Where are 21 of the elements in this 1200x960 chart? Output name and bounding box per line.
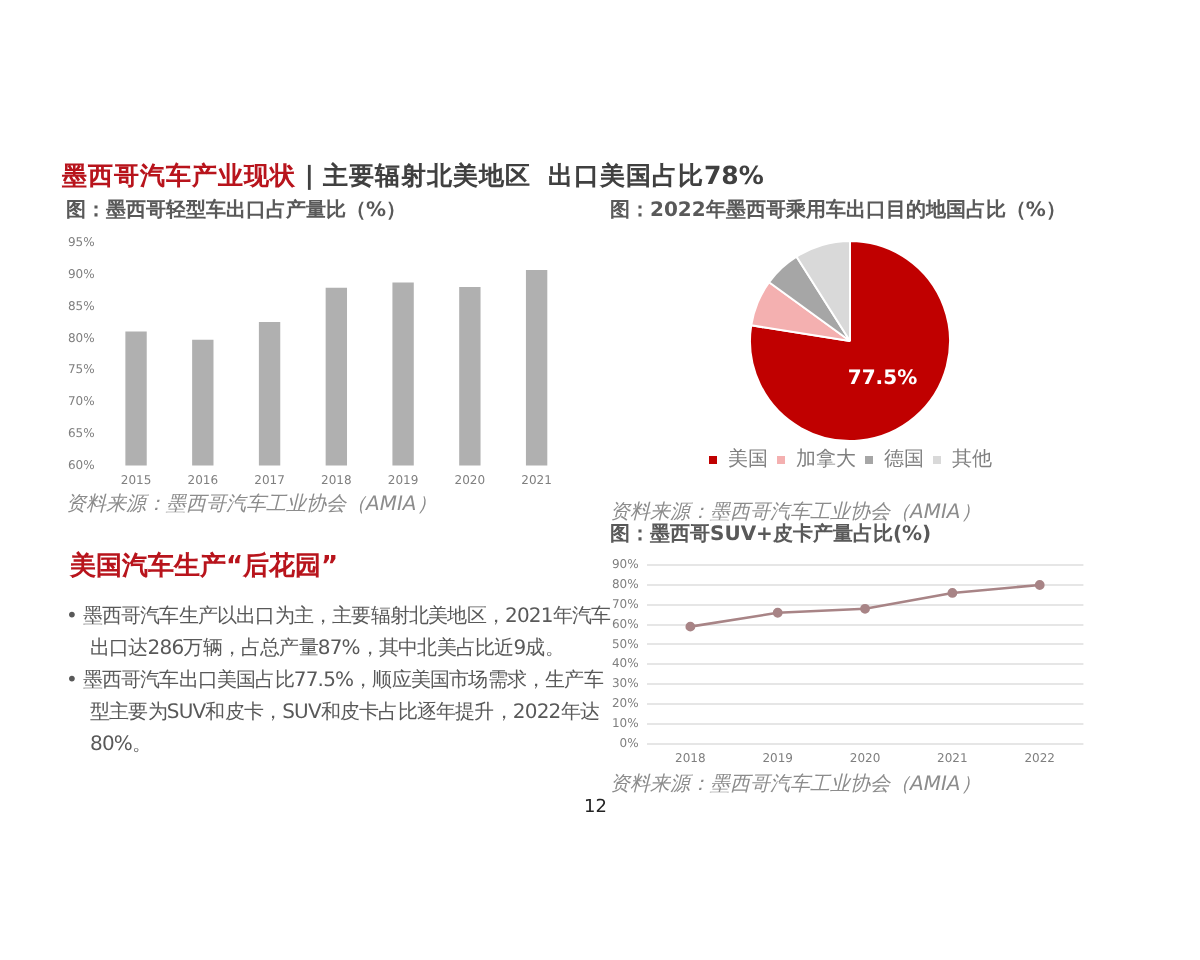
text: • 墨西哥汽车生产以出口为主，主要辐射北美地区，2021年汽车出口达286万辆，占总产量87%，其中北美占比近9成。 xyxy=(66,606,611,660)
legend-label: 其他 xyxy=(952,447,992,472)
text: 资料来源：墨西哥汽车工业协会（AMIA） xyxy=(610,502,981,524)
legend-label: 加拿大 xyxy=(796,447,856,472)
point xyxy=(772,607,783,618)
legend-label: 德国 xyxy=(884,449,924,472)
text: • 墨西哥汽车出口美国占比77.5%，顺应美国市场需求，生产车型主要为SUV和皮卡，SUV和皮卡占比逐年提升，2022年达80%。 xyxy=(66,670,603,756)
chart-title: 图：墨西哥SUV+皮卡产量占比(%) xyxy=(610,524,934,548)
text: 12 xyxy=(584,798,607,818)
text: 美国汽车生产“后花园” xyxy=(70,552,339,582)
data-label: 77.5% xyxy=(847,368,918,391)
chart-title: 图：墨西哥轻型车出口占产量比（%） xyxy=(66,200,409,224)
point xyxy=(685,621,696,632)
point xyxy=(1034,580,1045,590)
text: 资料来源：墨西哥汽车工业协会（AMIA） xyxy=(610,774,981,798)
point xyxy=(947,588,958,598)
text: 资料来源：墨西哥汽车工业协会（AMIA） xyxy=(66,494,437,518)
text: 墨西哥汽车产业现状 | 主要辐射北美地区 出口美国占比78% xyxy=(62,160,764,190)
point xyxy=(860,603,870,614)
legend-label: 美国 xyxy=(728,447,768,472)
chart-title: 图：2022年墨西哥乘用车出口目的地国占比（%） xyxy=(610,200,1068,224)
